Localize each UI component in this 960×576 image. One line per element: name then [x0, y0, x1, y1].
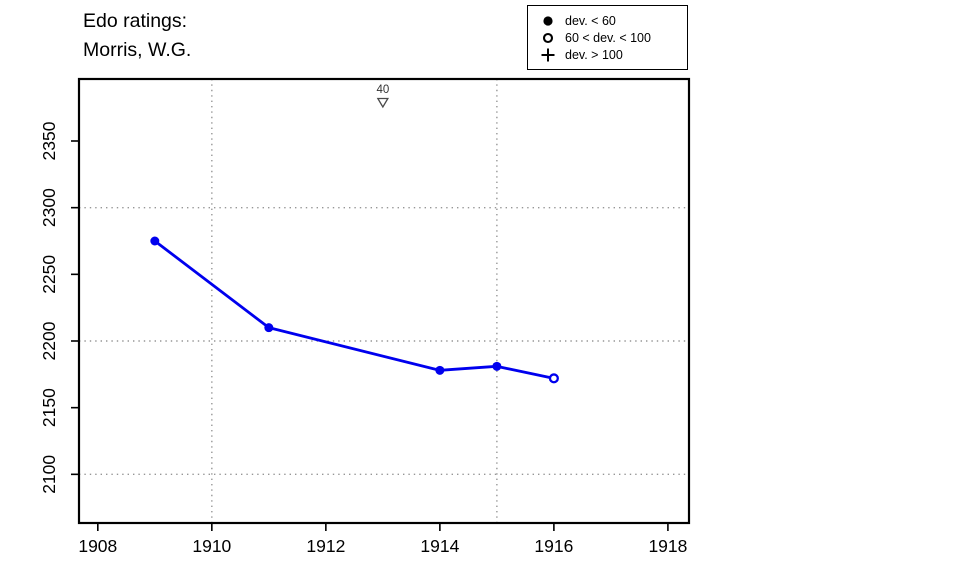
legend-label: dev. > 100 [565, 47, 623, 62]
rating-point-open [548, 373, 559, 384]
legend: dev. < 60 60 < dev. < 100 dev. > 100 [527, 5, 688, 70]
rating-point [264, 323, 274, 333]
x-tick-label: 1910 [192, 536, 231, 556]
legend-label: 60 < dev. < 100 [565, 30, 651, 45]
annotation-label: 40 [376, 84, 389, 96]
y-tick-label: 2150 [39, 388, 59, 427]
y-tick-label: 2300 [39, 188, 59, 227]
y-tick-label: 2100 [39, 455, 59, 494]
open-circle-icon [537, 31, 559, 45]
x-tick-label: 1916 [534, 536, 573, 556]
y-tick-label: 2250 [39, 255, 59, 294]
title-line-2: Morris, W.G. [83, 39, 192, 61]
x-tick-label: 1918 [648, 536, 687, 556]
y-tick-label: 2200 [39, 321, 59, 360]
rating-point [435, 365, 445, 375]
triangle-down-icon [376, 97, 389, 109]
y-tick-label: 2350 [39, 121, 59, 160]
rating-point [492, 361, 502, 371]
plus-icon [537, 48, 559, 62]
x-tick-label: 1912 [306, 536, 345, 556]
title-line-1: Edo ratings: [83, 10, 188, 32]
chart-title: Edo ratings: Morris, W.G. [83, 7, 191, 65]
x-tick-label: 1914 [420, 536, 459, 556]
legend-item-dev-gt-100: dev. > 100 [528, 46, 687, 63]
rating-line [153, 239, 556, 380]
legend-item-dev-lt-60: dev. < 60 [528, 12, 687, 29]
plot-frame [77, 77, 691, 525]
x-tick-label: 1908 [78, 536, 117, 556]
legend-item-dev-60-100: 60 < dev. < 100 [528, 29, 687, 46]
filled-circle-icon [537, 14, 559, 28]
legend-label: dev. < 60 [565, 13, 616, 28]
rating-point [150, 236, 160, 246]
